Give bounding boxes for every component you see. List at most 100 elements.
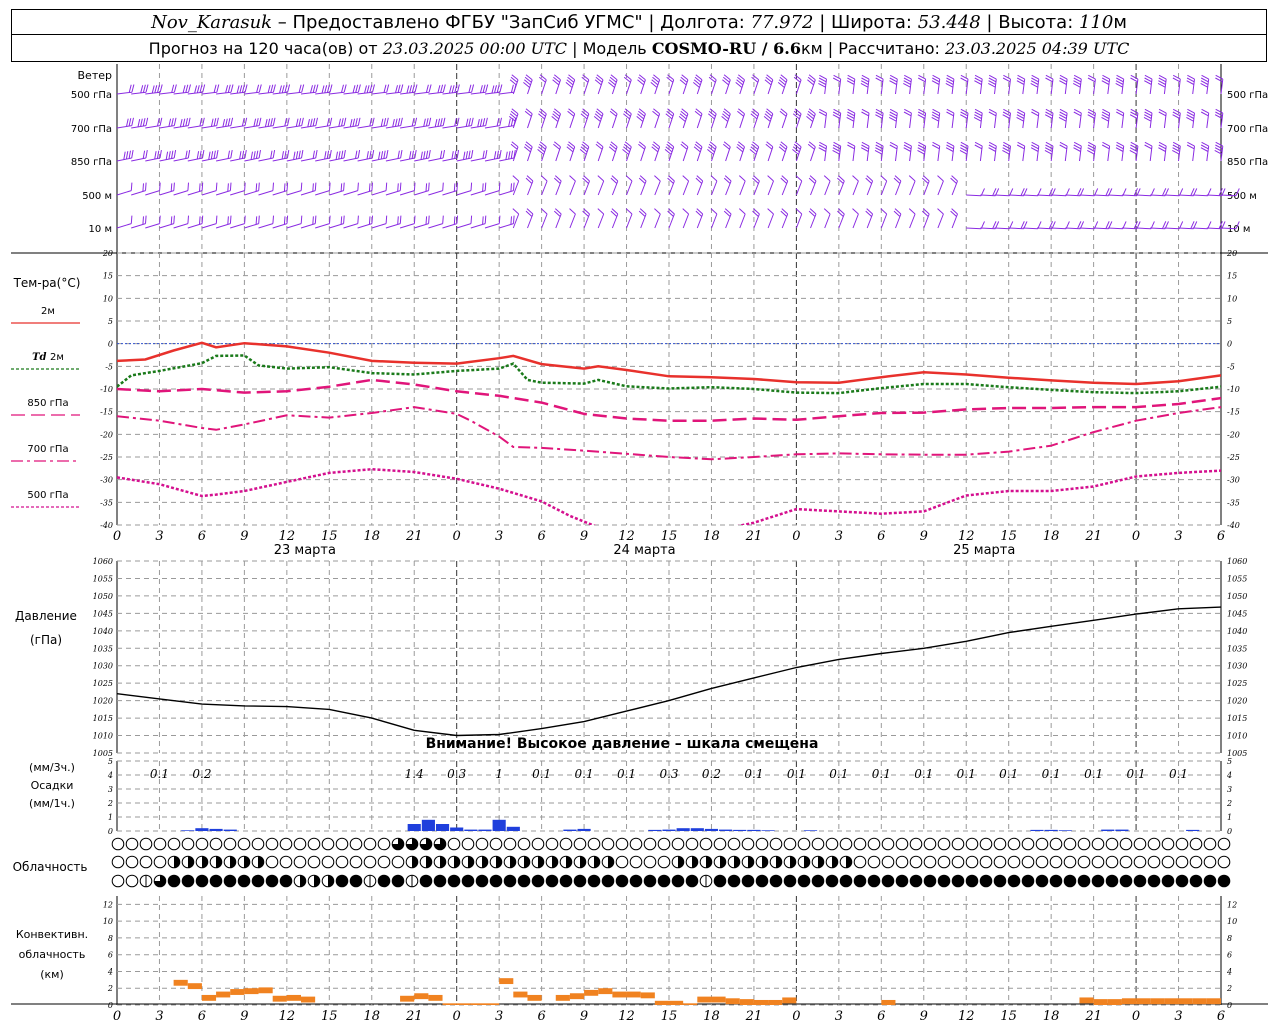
wind-barb (1008, 188, 1028, 197)
wind-barb (159, 117, 177, 129)
convective-bar (244, 988, 259, 995)
wind-barb (553, 208, 562, 229)
wind-barb (553, 175, 562, 196)
wind-barb (371, 117, 389, 129)
cloud-circle (349, 874, 363, 888)
cloud-circle (279, 874, 293, 888)
wind-barb (428, 150, 445, 162)
cloud-half (804, 856, 810, 868)
wind-barb (414, 182, 430, 196)
convective-bar (1136, 998, 1151, 1005)
x-tick-label: 12 (279, 1009, 296, 1024)
x-tick-label: 0 (792, 1009, 800, 1024)
x-tick-label: 6 (1217, 1009, 1225, 1024)
wind-barb (329, 117, 347, 129)
wind-barb (579, 141, 590, 162)
wind-barb (343, 215, 359, 229)
convective-bar (1150, 998, 1165, 1005)
wind-barb (1200, 74, 1210, 95)
y-tick-label-left: 0 (108, 827, 113, 836)
cloud-circle (1217, 855, 1231, 869)
convective-bar (768, 999, 783, 1005)
precip-3h-total: 0.1 (744, 767, 763, 781)
wind-barb (1178, 188, 1198, 197)
wind-barb (638, 208, 647, 229)
cloud-three-quarter (434, 838, 446, 850)
wind-barb (966, 188, 985, 197)
cloud-circle (937, 855, 951, 869)
y-tick-label-left: 1010 (93, 732, 113, 741)
cloud-circle (797, 874, 811, 888)
wind-barb (973, 108, 983, 129)
cloud-half (832, 856, 838, 868)
wind-barb (1101, 74, 1111, 95)
wind-barb (1186, 141, 1195, 162)
x-tick-label: 0 (1132, 1009, 1140, 1024)
wind-barb (1206, 221, 1226, 230)
cloud-half (692, 856, 698, 868)
convective-bar (881, 999, 896, 1005)
date-label: 25 марта (953, 543, 1015, 558)
date-label: 24 марта (613, 543, 675, 558)
precip-3h-total: 0.1 (829, 767, 848, 781)
wind-level-label-right: 500 м (1227, 191, 1257, 202)
cloud-circle (139, 855, 153, 869)
precip-3h-total: 0.1 (914, 767, 933, 781)
y-tick-label-left: 4 (107, 771, 113, 780)
cloud-circle (923, 874, 937, 888)
wind-barb (371, 84, 390, 95)
wind-barb (1144, 74, 1153, 95)
wind-barb (1030, 141, 1040, 162)
wind-barb (272, 84, 291, 95)
wind-barb (484, 182, 501, 196)
cloud-circle (909, 837, 923, 851)
y-tick-label-right: 10 (1227, 294, 1237, 303)
y-tick-label-right: 5 (1227, 317, 1232, 326)
wind-barb (230, 215, 246, 229)
convective-bar (1206, 998, 1221, 1005)
latitude-label: | Широта: (813, 11, 918, 33)
cloud-circle (251, 837, 265, 851)
cloud-circle (923, 855, 937, 869)
cloud-circle (629, 874, 643, 888)
wind-barb (540, 208, 548, 229)
x-tick-label: 6 (198, 529, 206, 544)
wind-barb (470, 150, 488, 162)
wind-barb (738, 208, 746, 229)
wind-barb (710, 208, 718, 229)
wind-barb (837, 208, 845, 229)
wind-level-label-left: 500 гПа (71, 90, 112, 101)
wind-barb (1192, 221, 1212, 230)
wind-barb (1107, 188, 1127, 197)
wind-barb (792, 141, 802, 162)
wind-barb (751, 74, 760, 95)
cloud-circle (545, 837, 559, 851)
wind-barb (889, 74, 898, 95)
wind-barb (946, 108, 955, 129)
wind-barb (847, 141, 856, 162)
wind-barb (1172, 108, 1181, 129)
cloud-circle (1035, 855, 1049, 869)
y-tick-label-right: 1035 (1227, 644, 1247, 653)
precip-bar (478, 829, 492, 831)
y-tick-label-right: -10 (1227, 385, 1240, 394)
wind-barbs (116, 74, 1240, 230)
cloud-circle (1063, 855, 1077, 869)
cloud-circle (293, 837, 307, 851)
wind-barb (258, 215, 274, 229)
precip-3h-total: 0.2 (702, 767, 721, 781)
wind-barb (116, 182, 133, 196)
subtitle-bar: Прогноз на 120 часа(ов) от 23.03.2025 00… (11, 34, 1267, 62)
precip-bar (747, 829, 761, 831)
wind-barb (1016, 74, 1026, 95)
convective-bar (1121, 998, 1137, 1005)
cloud-circle (279, 855, 293, 869)
legend-label-t850: 850 гПа (27, 398, 68, 409)
wind-barb (216, 150, 233, 162)
wind-barb (1016, 141, 1026, 162)
cloud-circle (853, 837, 867, 851)
y-tick-label-right: 0 (1227, 1001, 1232, 1010)
x-tick-label: 3 (1174, 1009, 1182, 1024)
wind-barb (131, 117, 149, 129)
convective-bar (753, 999, 769, 1005)
